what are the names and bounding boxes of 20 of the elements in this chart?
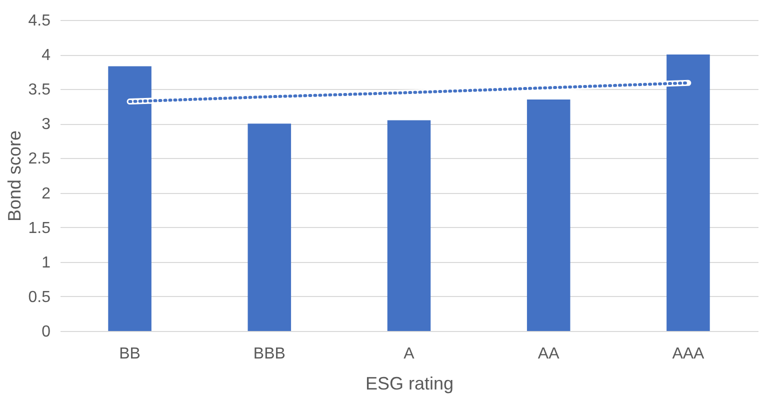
x-axis-title: ESG rating xyxy=(365,374,454,394)
y-tick-label: 1 xyxy=(42,254,51,272)
x-tick-label: BB xyxy=(119,346,140,362)
y-tick-label: 3.5 xyxy=(28,82,51,99)
bar xyxy=(526,99,570,331)
y-tick-label: 3 xyxy=(42,116,51,134)
y-axis-title: Bond score xyxy=(4,130,24,222)
y-tick-label: 4.5 xyxy=(28,12,51,30)
bar xyxy=(248,124,292,331)
x-tick-label: BBB xyxy=(253,346,286,362)
y-tick-label: 2 xyxy=(42,185,51,202)
y-tick-label: 1.5 xyxy=(28,220,51,237)
y-tick-label: 0.5 xyxy=(28,288,51,306)
bar xyxy=(387,120,431,331)
y-tick-label: 0 xyxy=(42,324,51,340)
x-tick-label: A xyxy=(404,346,415,362)
y-tick-label: 2.5 xyxy=(28,150,51,168)
x-tick-label: AAA xyxy=(672,346,705,362)
x-tick-label: AA xyxy=(538,346,560,362)
y-tick-label: 4 xyxy=(42,47,51,64)
